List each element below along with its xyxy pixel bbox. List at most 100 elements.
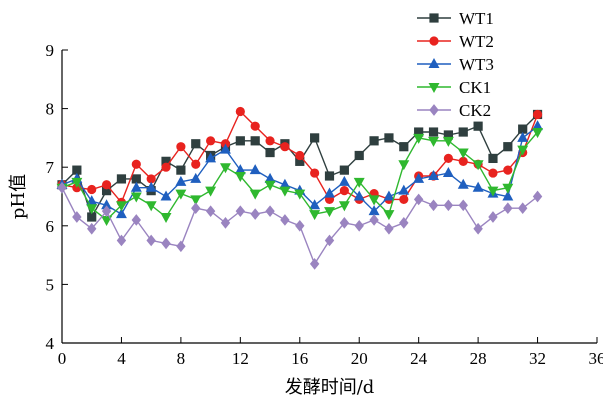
data-point-ck1: [517, 145, 529, 156]
data-point-ck1: [368, 195, 380, 206]
data-point-wt3: [472, 181, 484, 192]
data-point-wt3: [398, 184, 410, 195]
y-axis-ticks: 4 5 6 7 8 9: [46, 41, 68, 353]
y-tick-label: 8: [46, 100, 55, 119]
data-point-wt3: [457, 178, 469, 189]
data-point-ck2: [369, 214, 379, 226]
data-point-ck1: [487, 186, 499, 197]
data-point-wt1: [473, 121, 483, 131]
data-point-ck2: [309, 258, 320, 270]
legend-marker: [428, 57, 440, 68]
data-point-wt2: [101, 180, 112, 190]
data-point-wt1: [116, 174, 127, 184]
data-point-ck1: [442, 136, 454, 147]
data-point-ck2: [161, 237, 171, 250]
data-point-ck2: [176, 240, 186, 253]
data-point-wt1: [324, 171, 335, 181]
data-point-wt3: [175, 175, 187, 186]
data-point-ck2: [250, 208, 260, 220]
data-point-ck2: [324, 234, 335, 247]
legend-item-ck2: CK2: [417, 101, 491, 120]
data-point-ck2: [295, 219, 305, 232]
legend-label: WT2: [459, 32, 494, 51]
data-point-ck1: [205, 186, 217, 197]
x-tick-label: 4: [117, 349, 126, 368]
data-point-ck1: [457, 148, 469, 159]
data-point-ck1: [279, 186, 291, 197]
data-point-ck1: [338, 201, 350, 212]
series-ck1: [56, 128, 544, 226]
data-point-wt3: [413, 172, 425, 183]
data-point-wt3: [517, 131, 529, 142]
y-tick-label: 9: [46, 41, 55, 60]
data-point-wt1: [399, 142, 409, 152]
data-point-ck1: [249, 189, 261, 200]
data-point-ck1: [532, 128, 544, 139]
series-wt1: [57, 109, 543, 222]
data-point-wt1: [250, 136, 260, 146]
legend-item-ck1: CK1: [417, 78, 491, 97]
data-point-ck2: [503, 202, 513, 215]
data-point-ck2: [280, 214, 290, 226]
x-axis-title: 发酵时间/d: [285, 377, 375, 398]
data-point-wt1: [369, 136, 379, 146]
data-point-wt3: [338, 175, 350, 186]
data-point-wt2: [443, 153, 453, 164]
data-point-wt3: [442, 167, 454, 178]
y-tick-label: 6: [46, 217, 55, 236]
data-point-ck1: [115, 201, 127, 212]
data-point-wt2: [206, 136, 216, 146]
data-point-wt1: [191, 139, 201, 149]
data-point-ck1: [502, 183, 514, 194]
data-point-ck2: [220, 217, 231, 229]
data-point-wt2: [176, 142, 186, 152]
y-tick-label: 4: [46, 334, 55, 353]
data-point-wt2: [265, 136, 275, 146]
data-point-wt3: [219, 143, 231, 154]
data-point-ck1: [175, 189, 187, 200]
x-axis-ticks: 0 4 8 12 16 20 24 28 32 36: [58, 337, 603, 368]
data-point-wt2: [280, 142, 290, 152]
y-axis-title: pH值: [8, 174, 29, 219]
data-point-wt3: [130, 181, 142, 192]
data-point-wt3: [309, 199, 321, 210]
data-point-ck2: [235, 205, 246, 217]
legend-item-wt2: WT2: [417, 32, 494, 51]
data-point-wt2: [310, 168, 320, 178]
data-point-wt1: [339, 165, 349, 175]
data-point-wt2: [503, 165, 513, 175]
data-point-ck2: [57, 181, 67, 194]
data-point-ck2: [443, 199, 454, 212]
x-tick-label: 20: [351, 349, 368, 368]
x-tick-label: 28: [470, 349, 487, 368]
data-point-ck2: [265, 205, 275, 217]
x-tick-label: 36: [589, 349, 603, 368]
data-point-ck1: [353, 177, 365, 188]
data-point-wt1: [354, 150, 364, 161]
data-point-wt3: [324, 187, 335, 198]
legend: WT1 WT2 WT3 CK1 CK2: [417, 9, 494, 120]
data-point-wt2: [161, 162, 171, 172]
data-point-wt3: [428, 169, 440, 180]
data-point-wt2: [191, 159, 201, 169]
data-point-wt1: [176, 165, 186, 175]
x-tick-label: 8: [177, 349, 186, 368]
legend-marker: [429, 36, 439, 46]
data-point-wt1: [384, 133, 394, 143]
x-tick-label: 32: [529, 349, 546, 368]
data-point-ck1: [428, 136, 440, 147]
data-point-wt3: [145, 181, 157, 192]
legend-marker: [428, 83, 440, 94]
data-point-wt3: [190, 172, 202, 183]
data-point-ck2: [339, 217, 350, 229]
data-point-wt3: [115, 208, 127, 219]
y-tick-label: 5: [46, 275, 55, 294]
data-point-ck2: [517, 202, 528, 215]
data-point-ck1: [413, 133, 425, 144]
data-point-wt1: [428, 127, 439, 137]
data-point-ck2: [205, 205, 216, 217]
legend-item-wt3: WT3: [417, 55, 494, 74]
legend-marker: [429, 104, 439, 116]
data-point-wt3: [205, 152, 217, 163]
